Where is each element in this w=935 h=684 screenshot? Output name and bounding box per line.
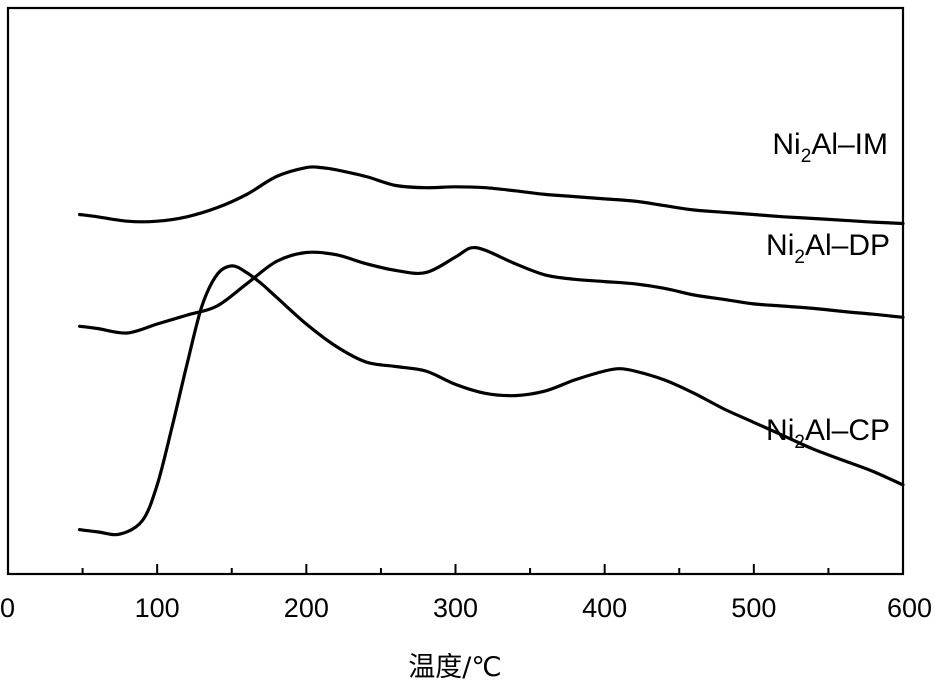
series-line-1 [78,245,905,335]
x-axis-title: 温度/℃ [408,652,501,683]
x-tick-label: 0 [0,593,15,623]
series-curves [78,165,905,537]
series-line-2 [78,264,905,537]
x-tick-label: 200 [284,593,329,623]
x-tick-label: 600 [887,593,932,623]
series-labels: Ni2Al–IM Ni2Al–DP Ni2Al–CP [766,128,890,453]
x-tick-label: 100 [135,593,180,623]
series-label-1: Ni2Al–DP [766,229,890,268]
x-axis-ticks [7,564,904,574]
x-tick-label: 300 [433,593,478,623]
series-line-0 [78,165,905,226]
series-label-2: Ni2Al–CP [766,414,890,453]
x-tick-label: 400 [582,593,627,623]
x-axis-tick-labels: 0 100 200 300 400 500 600 [0,593,932,623]
plot-frame [6,6,905,576]
x-tick-label: 500 [731,593,776,623]
series-label-0: Ni2Al–IM [772,128,888,167]
